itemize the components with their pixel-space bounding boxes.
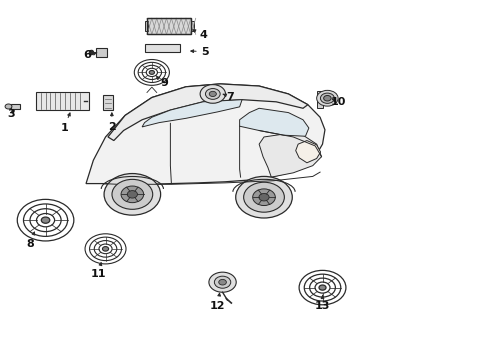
- Circle shape: [102, 247, 108, 251]
- Circle shape: [252, 189, 275, 206]
- Circle shape: [243, 182, 284, 212]
- Text: 13: 13: [314, 296, 329, 311]
- FancyBboxPatch shape: [190, 22, 194, 31]
- Circle shape: [41, 217, 50, 223]
- Text: 1: 1: [60, 113, 70, 133]
- Circle shape: [218, 279, 226, 285]
- Circle shape: [209, 91, 216, 96]
- Circle shape: [104, 174, 160, 215]
- Circle shape: [200, 85, 225, 103]
- FancyBboxPatch shape: [96, 48, 107, 57]
- Text: 3: 3: [8, 109, 15, 119]
- Text: 4: 4: [192, 30, 206, 40]
- Polygon shape: [259, 134, 321, 177]
- Polygon shape: [86, 84, 325, 185]
- FancyBboxPatch shape: [36, 92, 89, 111]
- Text: 11: 11: [90, 263, 106, 279]
- Circle shape: [235, 176, 292, 218]
- Circle shape: [149, 71, 154, 75]
- Circle shape: [316, 90, 337, 106]
- FancyBboxPatch shape: [144, 22, 148, 31]
- Polygon shape: [108, 84, 307, 140]
- Text: 6: 6: [83, 50, 97, 60]
- Circle shape: [205, 89, 220, 99]
- FancyBboxPatch shape: [316, 91, 322, 108]
- FancyBboxPatch shape: [144, 44, 179, 52]
- Polygon shape: [142, 100, 242, 127]
- Text: 7: 7: [223, 92, 233, 102]
- Polygon shape: [239, 108, 308, 136]
- FancyBboxPatch shape: [103, 95, 113, 110]
- Text: 9: 9: [156, 77, 168, 88]
- Circle shape: [121, 186, 143, 203]
- Circle shape: [258, 193, 268, 201]
- Circle shape: [127, 190, 137, 198]
- Text: 12: 12: [209, 293, 225, 311]
- Text: 2: 2: [108, 113, 116, 132]
- Text: 8: 8: [26, 232, 35, 249]
- FancyBboxPatch shape: [147, 18, 190, 35]
- Text: 10: 10: [330, 97, 345, 107]
- Polygon shape: [295, 140, 320, 163]
- Circle shape: [318, 285, 325, 290]
- Text: 5: 5: [190, 46, 209, 57]
- Circle shape: [112, 179, 152, 209]
- Circle shape: [320, 93, 334, 103]
- Circle shape: [214, 276, 230, 288]
- Circle shape: [208, 272, 236, 292]
- Circle shape: [323, 95, 330, 101]
- FancyBboxPatch shape: [11, 104, 20, 109]
- Circle shape: [5, 104, 12, 109]
